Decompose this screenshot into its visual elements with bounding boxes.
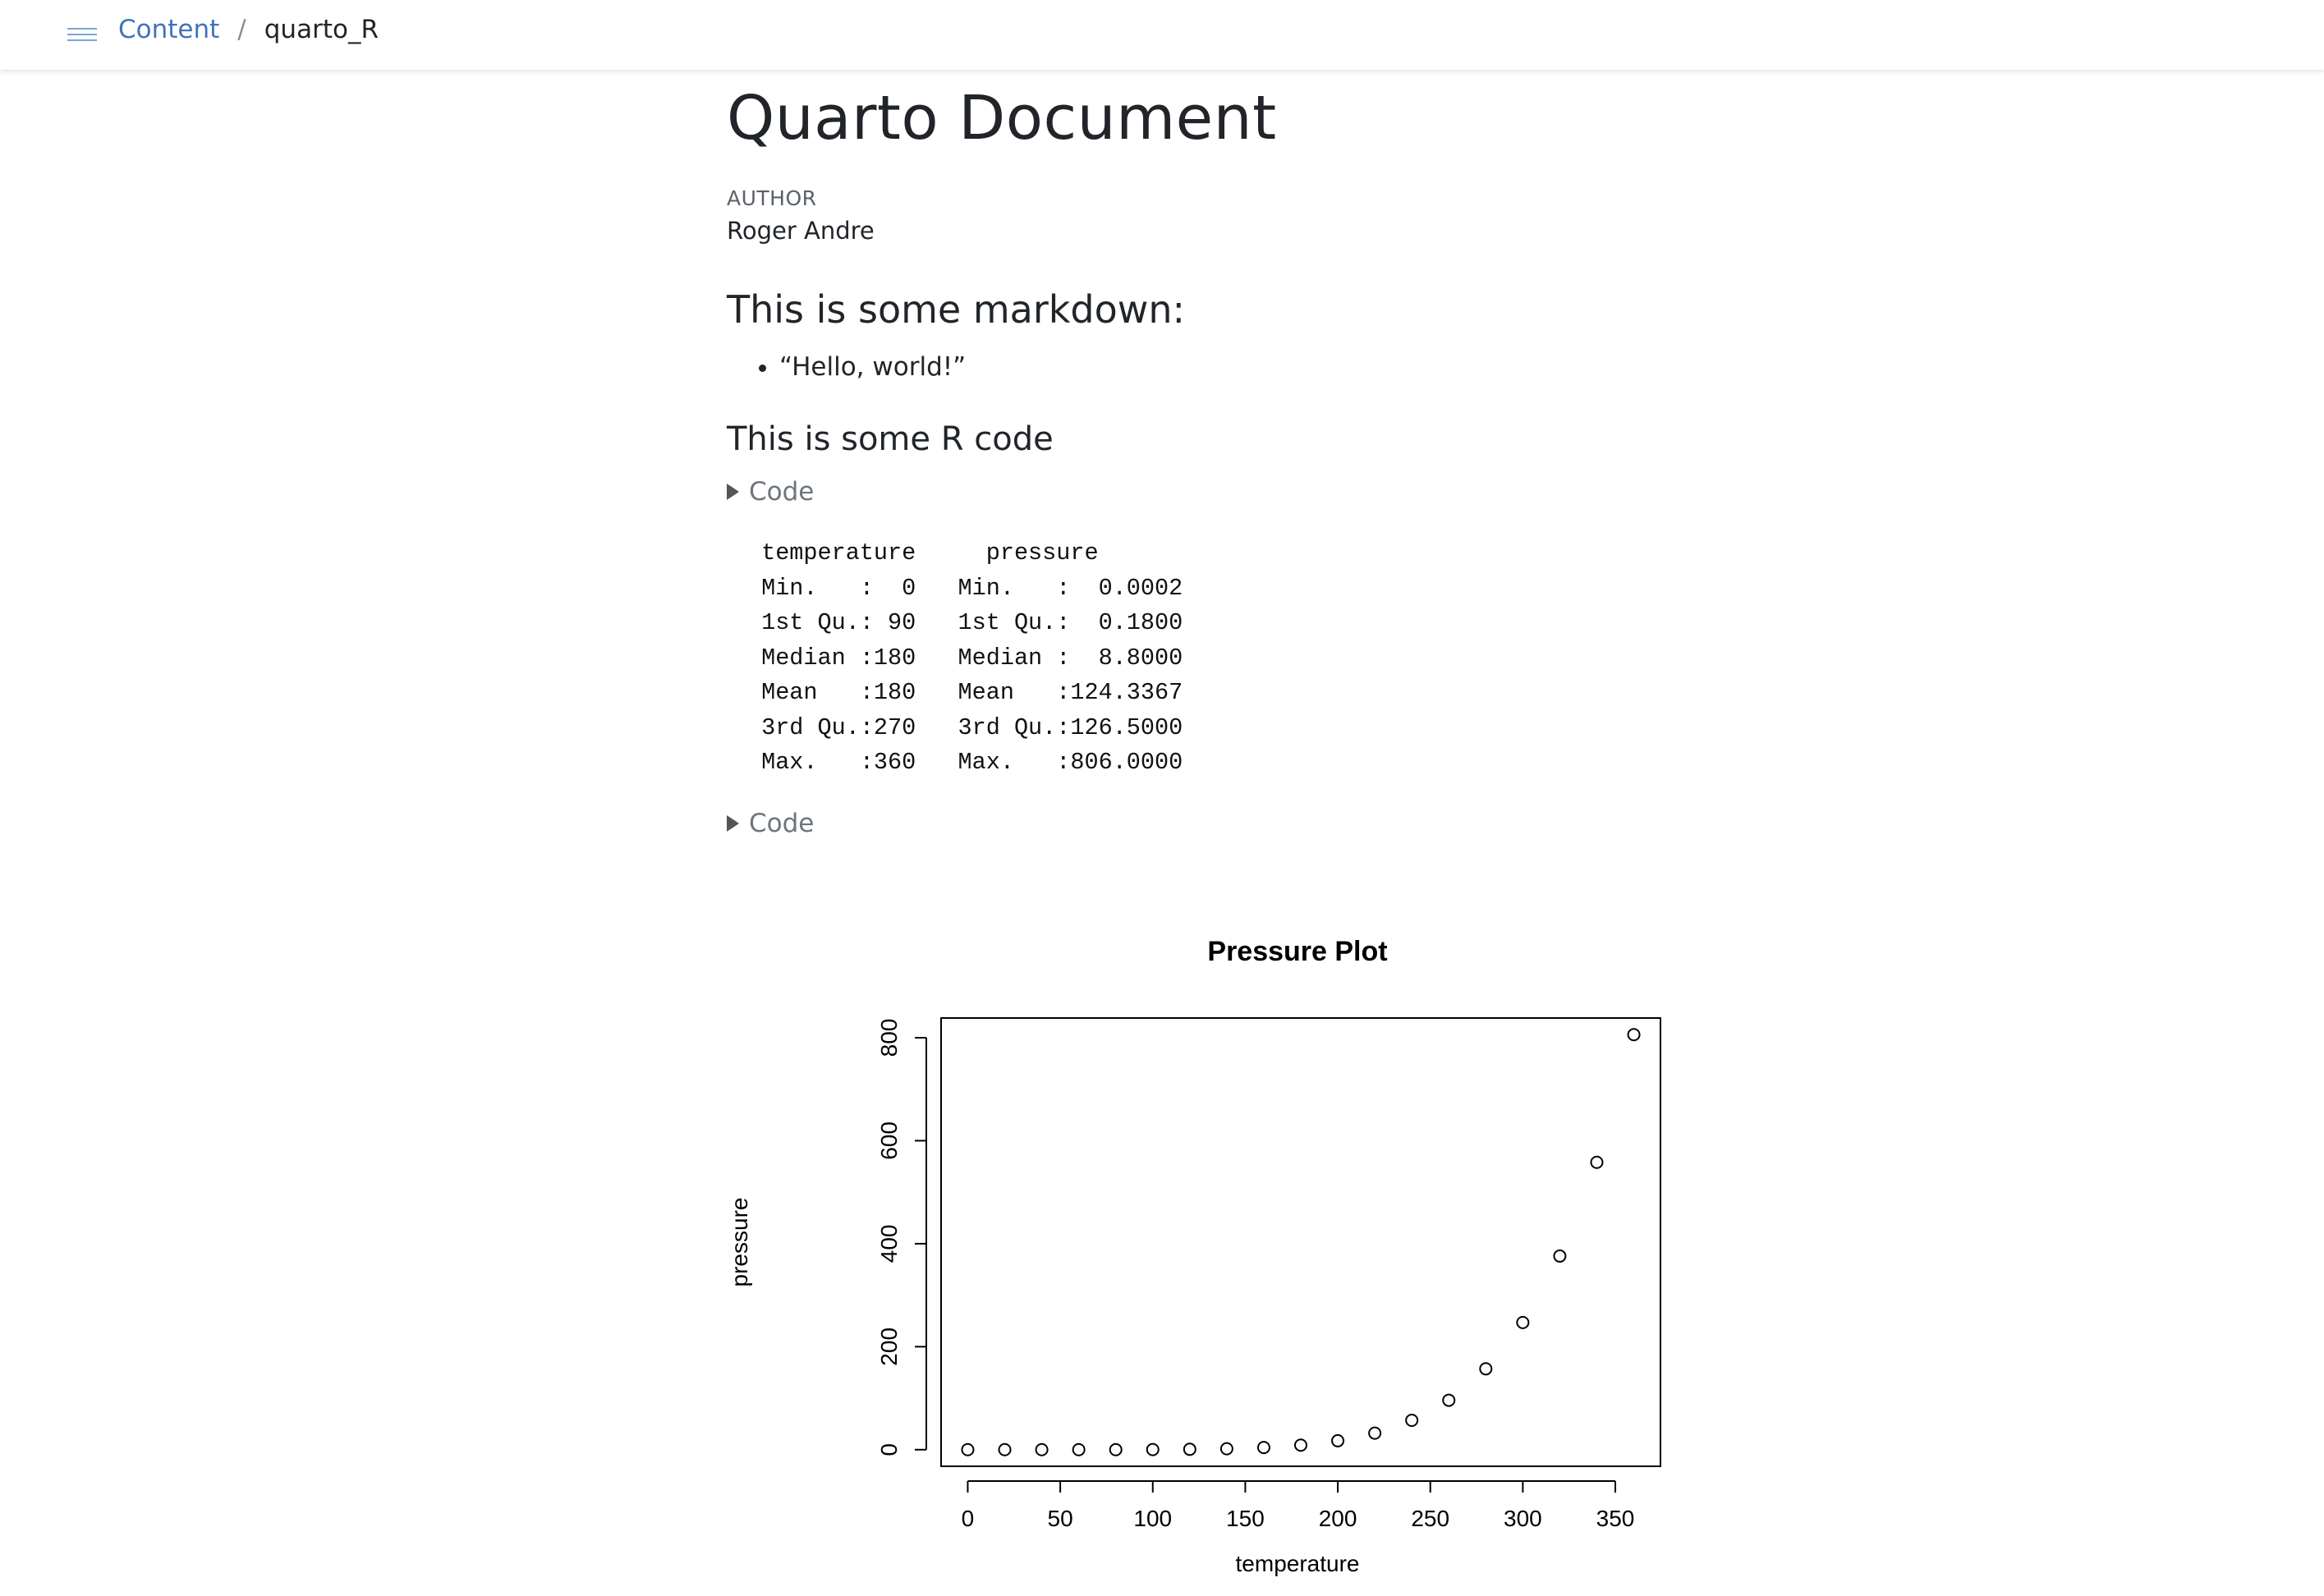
data-point [961, 1442, 975, 1456]
chart-title: Pressure Plot [1207, 936, 1387, 967]
x-axis-label: temperature [1236, 1551, 1360, 1576]
data-point [1627, 1028, 1641, 1042]
data-point [1256, 1441, 1270, 1455]
triangle-right-icon [727, 814, 739, 832]
list-item: “Hello, world!” [779, 351, 1712, 383]
r-code-section-heading: This is some R code [727, 420, 1054, 459]
top-navbar: Content / quarto_R [0, 0, 2324, 70]
breadcrumb: Content / quarto_R [118, 15, 379, 44]
data-point [1146, 1442, 1160, 1456]
x-tick-label: 150 [1226, 1506, 1265, 1531]
document-body: Quarto Document AUTHOR Roger Andre This … [727, 82, 1712, 838]
data-point [1219, 1442, 1233, 1456]
data-point [1553, 1249, 1567, 1263]
data-point [1405, 1414, 1419, 1428]
code-toggle-label: Code [749, 808, 815, 838]
triangle-right-icon [727, 484, 739, 501]
author-name: Roger Andre [727, 216, 875, 245]
breadcrumb-content-link[interactable]: Content [118, 15, 220, 44]
x-tick-label: 250 [1411, 1506, 1449, 1531]
page-title: Quarto Document [727, 83, 1277, 154]
code-fold-toggle[interactable]: Code [727, 809, 1712, 838]
data-point [1479, 1362, 1493, 1376]
data-point [1368, 1426, 1382, 1440]
x-tick-label: 350 [1596, 1506, 1635, 1531]
markdown-section-heading: This is some markdown: [727, 287, 1185, 332]
plot-frame [940, 1017, 1661, 1467]
data-point [998, 1442, 1012, 1456]
y-tick-label: 400 [876, 1225, 902, 1264]
x-tick-label: 0 [962, 1506, 975, 1531]
y-tick-label: 800 [876, 1019, 902, 1057]
y-tick-label: 600 [876, 1121, 902, 1160]
x-tick-label: 100 [1133, 1506, 1172, 1531]
data-point [1183, 1442, 1196, 1456]
data-point [1109, 1442, 1123, 1456]
y-tick-label: 200 [876, 1328, 902, 1366]
pressure-plot-svg: Pressure Plot 0 50 100 150 200 250 300 350 temper… [727, 936, 1661, 1576]
breadcrumb-current: quarto_R [264, 15, 379, 44]
code-toggle-label: Code [749, 477, 815, 507]
x-tick-label: 50 [1048, 1506, 1073, 1531]
code-fold-toggle[interactable]: Code [727, 477, 1712, 507]
data-point [1516, 1315, 1530, 1329]
data-point [1294, 1438, 1307, 1452]
data-point [1072, 1442, 1086, 1456]
data-point [1590, 1155, 1604, 1169]
author-heading: AUTHOR [727, 186, 817, 210]
bullet-list: “Hello, world!” [727, 351, 1712, 383]
x-tick-label: 200 [1319, 1506, 1357, 1531]
x-tick-label: 300 [1504, 1506, 1542, 1531]
data-point [1035, 1442, 1049, 1456]
y-tick-label: 0 [876, 1443, 902, 1456]
y-axis-label: pressure [727, 1198, 752, 1287]
hamburger-icon[interactable] [64, 18, 100, 51]
data-point [1442, 1393, 1456, 1407]
breadcrumb-separator: / [237, 15, 246, 44]
pressure-plot: Pressure Plot 0 50 100 150 200 250 300 350 temper… [723, 928, 1749, 1585]
summary-output: temperature pressure Min. : 0 Min. : 0.0… [761, 539, 1183, 777]
data-point [1331, 1433, 1345, 1447]
